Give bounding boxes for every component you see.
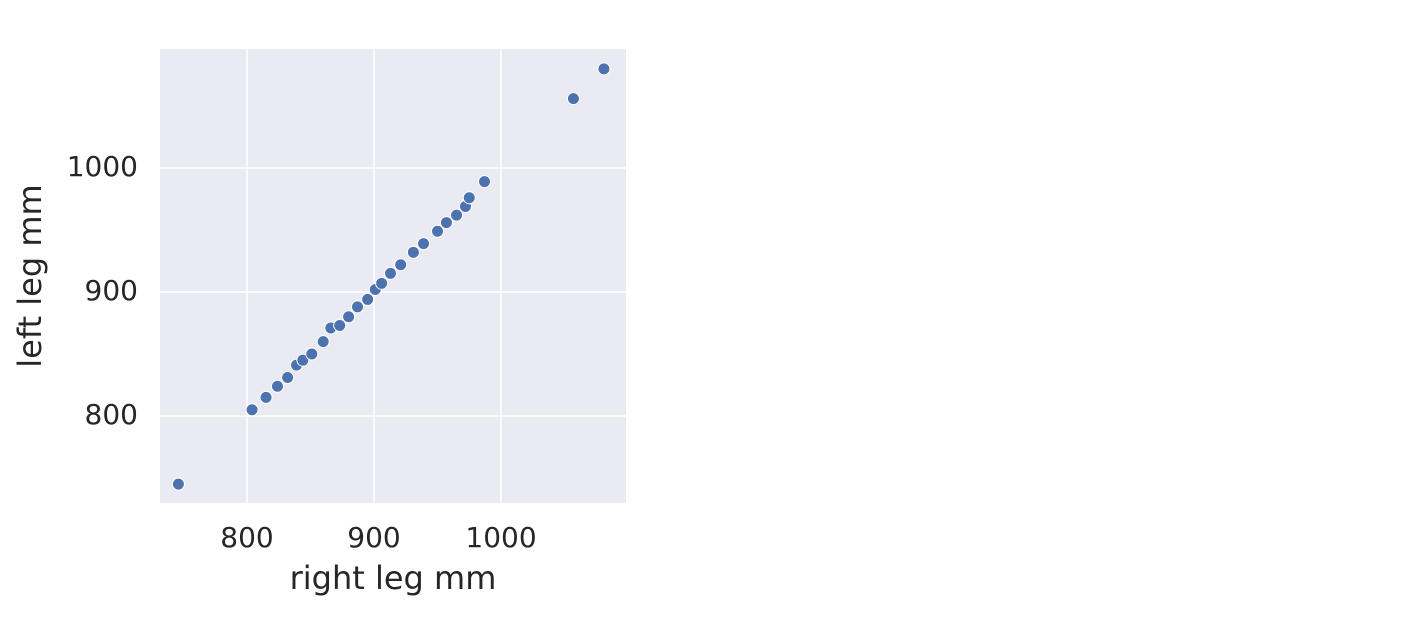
- point: [342, 310, 356, 324]
- x-tick-label: 1000: [465, 521, 536, 554]
- y-axis-label: left leg mm: [11, 184, 49, 367]
- point: [597, 62, 611, 76]
- point: [478, 175, 492, 189]
- point: [394, 258, 408, 272]
- point: [171, 477, 185, 491]
- y-tick-label: 900: [85, 274, 138, 307]
- point: [566, 92, 580, 106]
- point: [333, 318, 347, 332]
- point: [462, 191, 476, 205]
- point: [361, 292, 375, 306]
- point: [417, 237, 431, 251]
- point: [281, 371, 295, 385]
- point: [351, 300, 365, 314]
- x-tick-label: 800: [220, 521, 273, 554]
- point: [270, 379, 284, 393]
- y-tick-label: 800: [85, 398, 138, 431]
- point: [305, 347, 319, 361]
- y-tick-label: 1000: [67, 150, 138, 183]
- point: [406, 245, 420, 259]
- point: [450, 208, 464, 222]
- point: [431, 224, 445, 238]
- x-axis-label: right leg mm: [290, 559, 497, 597]
- point: [384, 266, 398, 280]
- point: [245, 403, 259, 417]
- x-tick-label: 900: [347, 521, 400, 554]
- point: [259, 390, 273, 404]
- point: [439, 216, 453, 230]
- point: [296, 353, 310, 367]
- point: [316, 335, 330, 349]
- point: [375, 276, 389, 290]
